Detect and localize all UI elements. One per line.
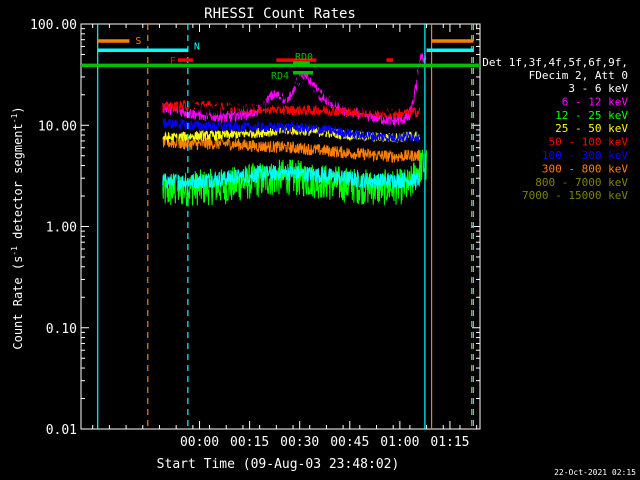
y-tick-label: 10.00 [38,119,77,134]
legend-item: 3 - 6 keV [568,82,628,95]
legend-item: 800 - 7000 keV [535,176,628,189]
y-tick-label: 100.00 [30,18,77,33]
x-tick-label: 00:15 [230,435,269,450]
state-bar-label: F [170,56,176,67]
footer-date: 22-Oct-2021 02:15 [554,468,636,477]
y-tick-label: 0.10 [46,322,77,337]
trace-3 [162,164,421,191]
x-tick-label: 00:45 [330,435,369,450]
x-tick-label: 00:30 [280,435,319,450]
legend-item: 6 - 12 keV [562,95,629,108]
vertical-markers [97,24,474,429]
x-axis-label: Start Time (09-Aug-03 23:48:02) [157,457,400,472]
y-tick-label: 0.01 [46,423,77,438]
legend-item: 12 - 25 keV [555,109,628,122]
legend-item: 50 - 100 keV [549,136,629,149]
state-bar-label: RD4 [271,71,289,82]
legend-item: 25 - 50 keV [555,122,628,135]
state-bar-label: N [194,41,200,52]
state-bar-label: RD0 [295,52,313,63]
legend-header: Det 1f,3f,4f,5f,6f,9f, [482,56,628,69]
legend-header: FDecim 2, Att 0 [529,69,628,82]
chart-title: RHESSI Count Rates [204,6,356,22]
data-traces [162,52,430,232]
y-axis-label: Count Rate (s-1 detector segment-1) [10,106,25,349]
x-tick-label: 01:15 [430,435,469,450]
trace-2 [162,149,427,207]
x-tick-label: 00:00 [180,435,219,450]
trace-0 [162,58,430,232]
x-tick-label: 01:00 [380,435,419,450]
state-bar-label: S [135,36,141,47]
x-ticks: 00:00 00:15 00:30 00:45 01:00 01:15 [92,24,478,450]
trace-5 [162,124,421,143]
y-tick-label: 1.00 [46,221,77,236]
state-bars: S N F RD0 RD4 [81,36,480,82]
legend-item: 7000 - 15000 keV [522,189,628,202]
legend: Det 1f,3f,4f,5f,6f,9f,FDecim 2, Att 03 -… [482,56,628,202]
legend-item: 100 - 300 keV [542,149,628,162]
y-ticks: 100.00 10.00 1.00 0.10 0.01 [30,18,480,438]
trace-6 [162,118,421,143]
legend-item: 300 - 800 keV [542,162,628,175]
